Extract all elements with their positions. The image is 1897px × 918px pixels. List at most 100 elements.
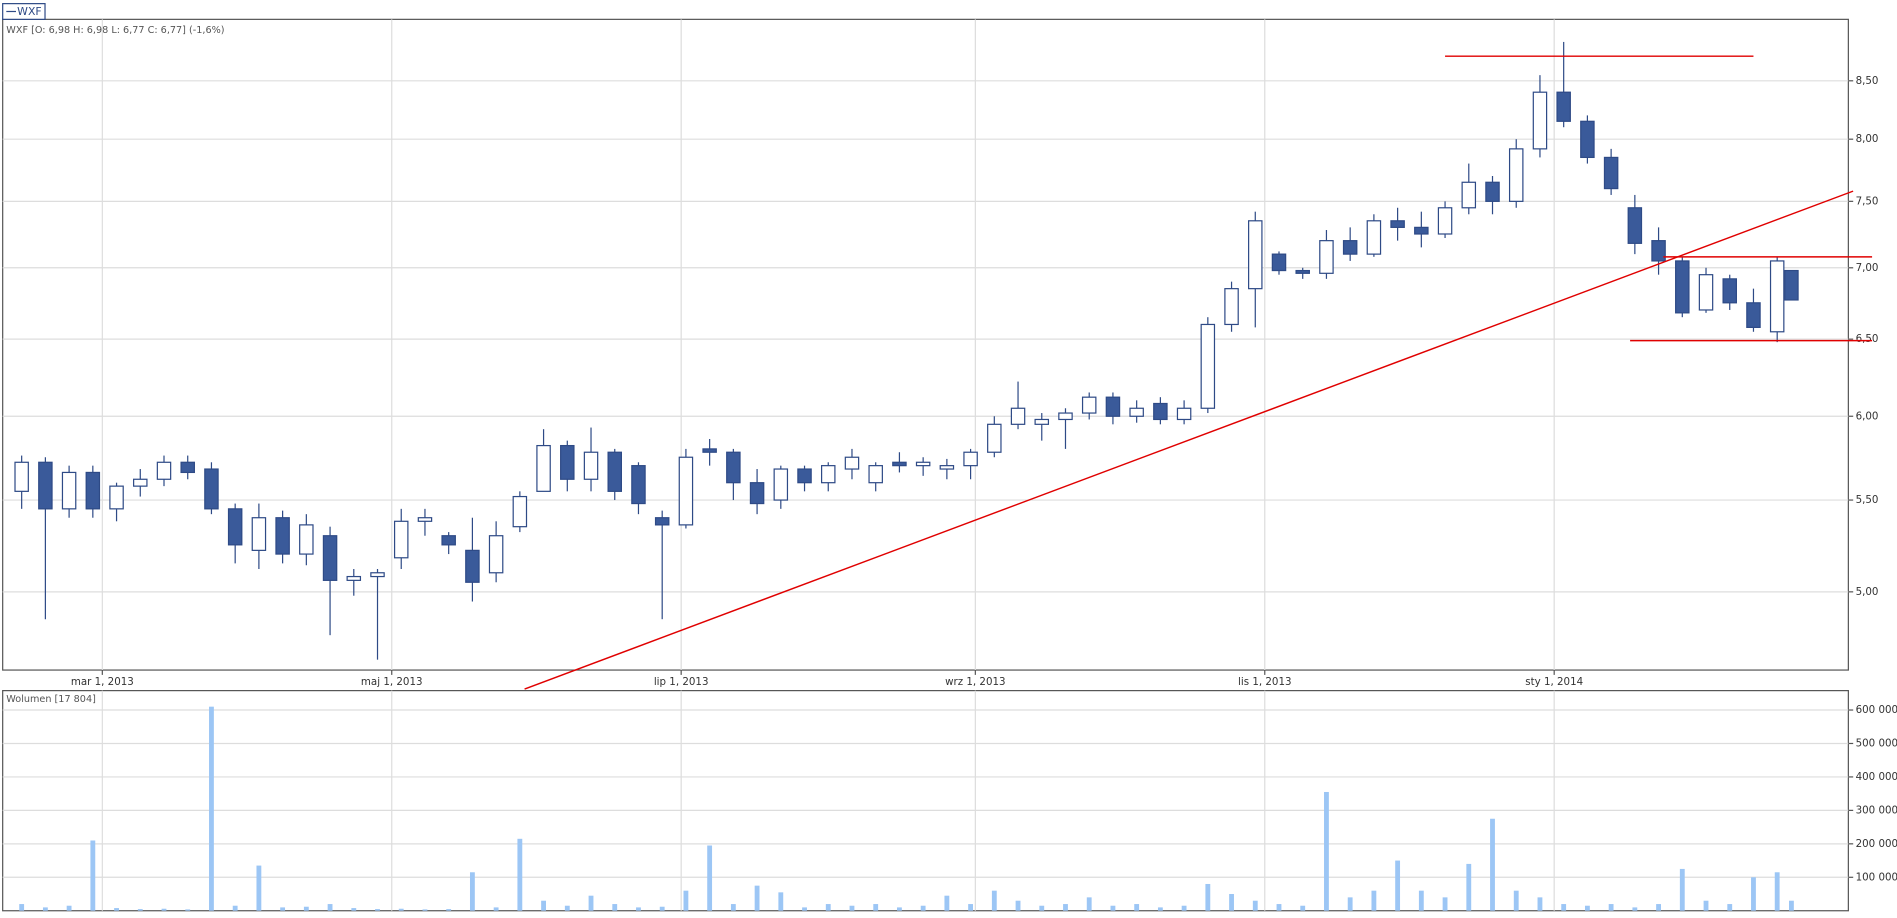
y-tick-label: 8,50 [1856, 75, 1879, 87]
volume-bar [137, 909, 143, 911]
candle-body [1532, 91, 1548, 150]
volume-bar [493, 907, 499, 911]
candle-body [1508, 148, 1524, 202]
volume-bar [280, 907, 286, 911]
candle-body [726, 451, 741, 484]
candle-body [85, 471, 101, 510]
y-tick-label: 8,00 [1856, 133, 1879, 145]
volume-bar [1300, 905, 1306, 911]
candle-body [939, 465, 955, 470]
candle-body [892, 461, 907, 467]
candle-body [441, 535, 456, 546]
volume-bar [1537, 897, 1543, 911]
volume-bar [1063, 904, 1068, 911]
volume-bar [1727, 904, 1733, 911]
y-tick-label: 5,00 [1856, 586, 1879, 598]
candle-body [156, 461, 172, 480]
volume-bar [185, 909, 191, 911]
y-tick-label: 6,00 [1856, 410, 1879, 422]
volume-bar [232, 905, 238, 911]
volume-bar [422, 909, 428, 911]
candle-body [820, 465, 836, 484]
candle-body [1698, 274, 1714, 311]
volume-bar [1418, 890, 1424, 911]
candle-body [393, 520, 409, 559]
candle-body [1580, 120, 1595, 159]
candle-body [1390, 220, 1405, 228]
volume-bar [66, 905, 72, 911]
candle-body [465, 549, 480, 583]
volume-bar [1466, 863, 1472, 911]
volume-bar [42, 907, 48, 911]
volume-bar [802, 907, 807, 911]
candle-body [1437, 207, 1453, 235]
candle-body [109, 485, 124, 510]
volume-bar [1442, 897, 1448, 911]
volume-bar [1561, 904, 1567, 911]
volume-bar [303, 906, 309, 911]
volume-bar [1110, 905, 1116, 911]
volume-bar [1371, 890, 1377, 911]
y-tick-label: 7,50 [1856, 195, 1879, 207]
candle-body [844, 456, 860, 470]
candle-body [1627, 207, 1643, 244]
candle-body [275, 517, 290, 555]
volume-bar [469, 872, 475, 911]
candle-body [1746, 302, 1761, 328]
volume-bar [1751, 877, 1756, 911]
volume-bar [991, 890, 997, 911]
candle-body [180, 461, 195, 474]
candle-body [654, 517, 670, 526]
volume-bar [19, 904, 25, 911]
volume-bar [161, 908, 167, 911]
y-tick-label: 6,50 [1856, 333, 1879, 345]
volume-bar [375, 909, 380, 911]
volume-bar [1608, 904, 1614, 911]
volume-bar [1157, 907, 1163, 911]
volume-bar [1395, 860, 1401, 911]
candle-body [1603, 156, 1619, 190]
volume-bar [588, 895, 594, 911]
candle-body [346, 575, 362, 581]
candle-body [797, 468, 812, 484]
volume-bar [968, 904, 974, 911]
volume-bar [707, 845, 713, 911]
volume-bar [398, 908, 404, 911]
candle-body [1722, 278, 1737, 304]
candle-body [299, 524, 314, 555]
candle-body [1129, 407, 1144, 417]
candle-body [512, 495, 528, 528]
candle-body [1105, 396, 1121, 417]
x-tick-label: sty 1, 2014 [1525, 676, 1583, 688]
volume-bar [683, 890, 689, 911]
volume-bar [1656, 904, 1661, 911]
volume-bar [1086, 897, 1092, 911]
volume-bar [209, 706, 214, 911]
legend-box[interactable] [2, 3, 46, 20]
candle-body [133, 478, 148, 487]
volume-bar [730, 904, 736, 911]
volume-bar [517, 838, 523, 911]
candle-body [204, 468, 219, 510]
volume-bar [659, 906, 665, 911]
candle-body [370, 572, 385, 578]
drawn-line [524, 190, 1854, 690]
candle-body [1675, 260, 1690, 314]
y-tick-label: 7,00 [1856, 262, 1879, 274]
candle-body [61, 471, 77, 510]
volume-bar [1205, 883, 1211, 911]
candle-body [1414, 226, 1429, 235]
volume-bar [351, 908, 357, 911]
candle-body [14, 461, 29, 492]
volume-bar [1252, 900, 1258, 911]
candle-body [1200, 323, 1216, 409]
volume-bar [1490, 818, 1495, 911]
volume-tick-label: 400 000 [1856, 771, 1897, 783]
volume-bar [636, 907, 641, 911]
x-tick-label: lis 1, 2013 [1238, 676, 1292, 688]
volume-bar [1324, 791, 1329, 911]
volume-bar [873, 904, 879, 911]
volume-bar [920, 905, 926, 911]
